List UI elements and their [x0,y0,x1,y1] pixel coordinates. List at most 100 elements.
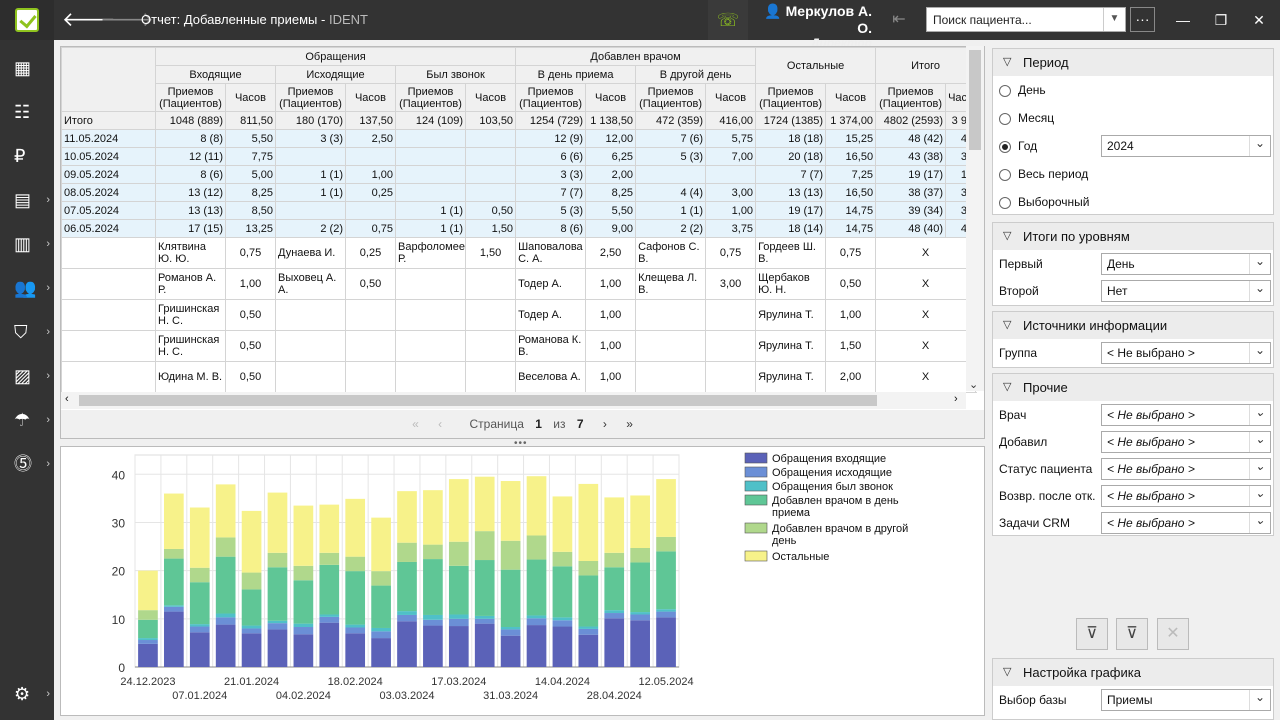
table-row[interactable]: Гришинская Н. С. 0,50 Романова К. В. 1,00 Яр… [61,330,977,362]
filter-value: < Не выбрано > [1107,435,1195,449]
chart-panel: 0 10 20 30 40 24.12.2023 07.01.2024 21.01.2024 0… [60,446,985,716]
year-input[interactable]: 2024 [1101,135,1271,157]
bar-segment [397,491,417,543]
table-row[interactable]: Гришинская Н. С. 0,50 Тодер А. 1,00 Ярулина … [61,299,977,331]
filter-select[interactable]: < Не выбрано > [1101,458,1271,480]
radio-icon[interactable] [999,84,1011,97]
period-option-label: Весь период [1018,167,1089,181]
bar-segment [630,620,650,667]
chevron-down-icon[interactable]: ⌄ [969,379,979,391]
group-select[interactable]: < Не выбрано > [1101,342,1271,364]
back-arrow-icon[interactable]: 🡐 [62,9,116,31]
sidebar-item-documents[interactable]: ▤ › [14,190,50,210]
next-page-icon[interactable]: › [602,417,607,431]
horizontal-scrollbar[interactable]: ‹ › [61,392,966,409]
vertical-scrollbar[interactable]: ⌄ [966,46,984,391]
sidebar-item-schedule[interactable]: ▦ [0,50,54,86]
radio-icon[interactable] [999,168,1011,181]
maximize-button[interactable]: ❐ [1214,12,1228,28]
period-option[interactable]: День [999,79,1046,101]
table-row[interactable]: Клятвина Ю. Ю. 0,75 Дунаева И. 0,25 Варфолом… [61,237,977,269]
user-icon: 👤 [764,3,782,19]
first-page-icon[interactable]: « [412,417,419,431]
table-row[interactable]: Романов А. Р. 1,00 Выховец А. А. 0,50 Тодер … [61,268,977,300]
app-logo[interactable] [0,0,54,40]
legend-swatch [744,522,768,534]
scrollbar-thumb[interactable] [79,395,877,406]
table-cell: 0,50 [345,268,396,300]
sidebar-item-payments[interactable]: ⓹ › [14,454,50,474]
sources-header[interactable]: Источники информации [993,312,1273,339]
period-option[interactable]: Год [999,135,1037,157]
table-cell: 103,50 [464,111,517,130]
pager: « ‹ Страница 1 из 7 › » [61,410,984,438]
sidebar-item-finance[interactable]: ₽ [0,138,54,174]
bar-segment [397,621,417,667]
first-level-select[interactable]: День [1101,253,1271,275]
logout-icon[interactable]: ⇤ [892,11,906,28]
bar-segment [500,569,521,628]
sidebar-item-tasks[interactable]: ☷ [0,94,54,130]
scrollbar-thumb[interactable] [969,50,981,150]
bar-segment [345,627,366,634]
clear-filter-button[interactable]: ⊽ [1116,618,1148,650]
period-option[interactable]: Выборочный [999,191,1089,213]
page-label: Страница [469,417,524,431]
sidebar-item-settings[interactable]: ⚙ › [14,684,50,704]
apply-filter-button[interactable]: ⊽ [1076,618,1108,650]
phone-icon[interactable]: ☏ [708,0,748,40]
bar-segment [397,561,417,612]
other-header[interactable]: Прочие [993,374,1273,401]
sidebar-item-insurance[interactable]: ☂ › [14,410,50,430]
legend-entry: Обращения входящие [772,453,886,465]
chevron-right-icon[interactable]: › [954,393,958,405]
bar-segment [423,490,443,545]
reset-filter-button[interactable]: ✕ [1157,618,1189,650]
last-page-icon[interactable]: » [626,417,633,431]
sidebar-item-reports[interactable]: ▥ › [14,234,50,254]
table-row[interactable]: Юдина М. В. 0,50 Веселова А. 1,00 Ярулина Т.… [61,361,977,393]
filter-select[interactable]: < Не выбрано > [1101,431,1271,453]
table-cell: 1,00 [585,299,637,331]
chart-settings-header[interactable]: Настройка графика [993,659,1273,686]
chevron-down-icon[interactable]: ▼ [1103,8,1125,31]
minimize-button[interactable]: — [1176,12,1190,28]
table-row[interactable]: 08.05.2024 13 (12) 8,25 1 (1) 0,25 7 (7) 8,25 4… [61,183,977,202]
second-level-select[interactable]: Нет [1101,280,1271,302]
filter-select[interactable]: < Не выбрано > [1101,404,1271,426]
table-cell: 19 (17) [875,165,947,184]
close-button[interactable]: ✕ [1253,12,1265,28]
sidebar-item-inventory[interactable]: ▨ › [14,366,50,386]
row-label: 09.05.2024 [61,165,156,184]
bar-segment [397,611,417,615]
sidebar-item-dental[interactable]: ⛉ › [14,322,50,342]
umbrella-icon: ☂ [14,410,31,430]
table-row[interactable]: 10.05.2024 12 (11) 7,75 6 (6) 6,25 5 (3) 7,00 2… [61,147,977,166]
table-cell: 8,25 [225,183,276,202]
group-value: < Не выбрано > [1107,346,1195,360]
more-options-button[interactable]: ··· [1130,7,1155,32]
patient-search-input[interactable]: Поиск пациента... ▼ [926,7,1126,32]
chevron-left-icon[interactable]: ‹ [65,393,69,405]
table-row[interactable]: 11.05.2024 8 (8) 5,50 3 (3) 2,50 12 (9) 12,00 7… [61,129,977,148]
levels-header[interactable]: Итоги по уровням [993,223,1273,250]
period-option[interactable]: Месяц [999,107,1054,129]
splitter-handle[interactable]: ••• [514,438,528,449]
period-header[interactable]: Период [993,49,1273,76]
base-select[interactable]: Приемы [1101,689,1271,711]
prev-page-icon[interactable]: ‹ [438,417,443,431]
filter-select[interactable]: < Не выбрано > [1101,485,1271,507]
bar-segment [267,623,288,630]
radio-icon[interactable] [999,140,1011,153]
table-row[interactable]: 09.05.2024 8 (6) 5,00 1 (1) 1,00 3 (3) 2,00 7 (… [61,165,977,184]
period-option[interactable]: Весь период [999,163,1088,185]
forward-arrow-icon[interactable]: 🡒 [100,9,154,31]
table-row[interactable]: 06.05.2024 17 (15) 13,25 2 (2) 0,75 1 (1) 1,50… [61,219,977,238]
sidebar-item-staff[interactable]: 👥 › [14,278,50,298]
radio-icon[interactable] [999,196,1011,209]
radio-icon[interactable] [999,112,1011,125]
table-row[interactable]: 07.05.2024 13 (13) 8,50 1 (1) 0,50 5 (3) 5,50 1… [61,201,977,220]
user-info[interactable]: 👤 Меркулов А. О. Директор [752,3,872,50]
filter-select[interactable]: < Не выбрано > [1101,512,1271,534]
total-row[interactable]: Итого 1048 (889) 811,50 180 (170) 137,50 124 … [61,111,977,130]
